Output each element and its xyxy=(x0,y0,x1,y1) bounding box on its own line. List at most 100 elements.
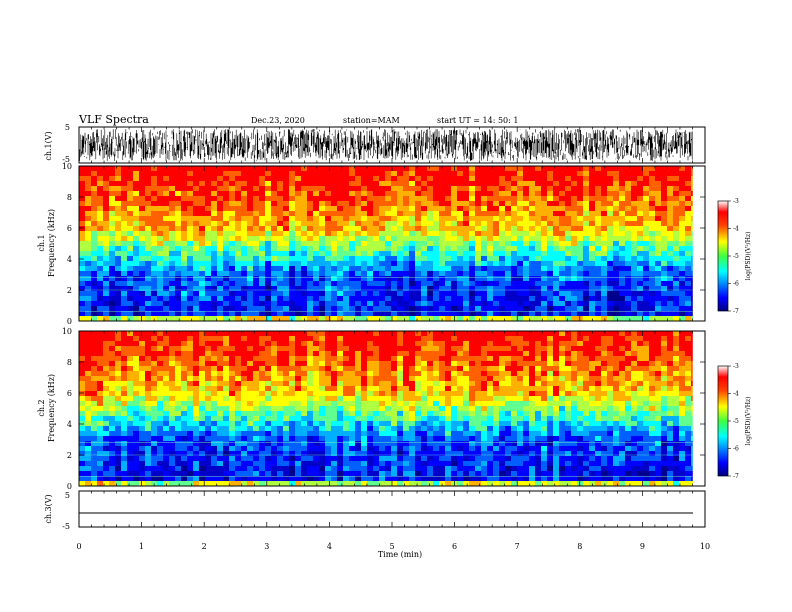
spectrogram-cell xyxy=(421,246,428,252)
spectrogram-cell xyxy=(463,166,470,172)
spectrogram-cell xyxy=(343,221,350,227)
spectrogram-cell xyxy=(169,416,176,422)
spectrogram-cell xyxy=(235,301,242,307)
spectrogram-cell xyxy=(505,216,512,222)
spectrogram-cell xyxy=(499,211,506,217)
spectrogram-cell xyxy=(355,246,362,252)
spectrogram-cell xyxy=(547,231,554,237)
spectrogram-cell xyxy=(319,361,326,367)
spectrogram-cell xyxy=(265,406,272,412)
spectrogram-cell xyxy=(211,301,218,307)
spectrogram-cell xyxy=(379,166,386,172)
spectrogram-cell xyxy=(349,401,356,407)
spectrogram-cell xyxy=(397,316,404,322)
spectrogram-cell xyxy=(445,236,452,242)
spectrogram-cell xyxy=(253,301,260,307)
spectrogram-cell xyxy=(451,271,458,277)
spectrogram-cell xyxy=(355,166,362,172)
spectrogram-cell xyxy=(193,216,200,222)
spectrogram-cell xyxy=(289,461,296,467)
spectrogram-cell xyxy=(241,366,248,372)
spectrogram-cell xyxy=(517,171,524,177)
spectrogram-cell xyxy=(403,451,410,457)
spectrogram-cell xyxy=(205,181,212,187)
spectrogram-cell xyxy=(241,196,248,202)
spectrogram-cell xyxy=(511,211,518,217)
spectrogram-cell xyxy=(679,171,686,177)
spectrogram-cell xyxy=(235,441,242,447)
spectrogram-cell xyxy=(361,436,368,442)
spectrogram-cell xyxy=(493,236,500,242)
spectrogram-cell xyxy=(607,186,614,192)
spectrogram-cell xyxy=(247,291,254,297)
spectrogram-cell xyxy=(523,181,530,187)
spectrogram-cell xyxy=(181,236,188,242)
spectrogram-cell xyxy=(151,461,158,467)
spectrogram-cell xyxy=(325,411,332,417)
spectrogram-cell xyxy=(679,311,686,317)
spectrogram-cell xyxy=(283,231,290,237)
spectrogram-cell xyxy=(679,256,686,262)
spectrogram-cell xyxy=(145,231,152,237)
spectrogram-cell xyxy=(115,296,122,302)
spectrogram-cell xyxy=(217,406,224,412)
spectrogram-cell xyxy=(325,246,332,252)
spectrogram-cell xyxy=(97,251,104,257)
spectrogram-cell xyxy=(499,296,506,302)
spectrogram-cell xyxy=(349,201,356,207)
spectrogram-cell xyxy=(103,241,110,247)
spectrogram-cell xyxy=(613,181,620,187)
spectrogram-cell xyxy=(115,261,122,267)
spectrogram-cell xyxy=(487,281,494,287)
spectrogram-cell xyxy=(91,211,98,217)
spectrogram-cell xyxy=(403,246,410,252)
spectrogram-cell xyxy=(127,171,134,177)
spectrogram-cell xyxy=(187,201,194,207)
spectrogram-cell xyxy=(523,251,530,257)
spectrogram-cell xyxy=(409,346,416,352)
spectrogram-cell xyxy=(373,386,380,392)
spectrogram-cell xyxy=(373,471,380,477)
spectrogram-cell xyxy=(427,311,434,317)
spectrogram-cell xyxy=(157,236,164,242)
spectrogram-cell xyxy=(559,241,566,247)
spectrogram-cell xyxy=(499,241,506,247)
spectrogram-cell xyxy=(379,386,386,392)
spectrogram-cell xyxy=(367,281,374,287)
spectrogram-cell xyxy=(289,286,296,292)
spectrogram-cell xyxy=(649,166,656,172)
spectrogram-cell xyxy=(277,201,284,207)
spectrogram-cell xyxy=(265,396,272,402)
spectrogram-cell xyxy=(601,221,608,227)
spectrogram-cell xyxy=(193,276,200,282)
spectrogram-cell xyxy=(241,481,248,487)
spectrogram-cell xyxy=(85,426,92,432)
spectrogram-cell xyxy=(595,301,602,307)
spectrogram-cell xyxy=(367,471,374,477)
spectrogram-cell xyxy=(613,296,620,302)
spectrogram-cell xyxy=(517,181,524,187)
spectrogram-cell xyxy=(199,316,206,322)
spectrogram-cell xyxy=(217,461,224,467)
spectrogram-cell xyxy=(79,406,86,412)
ch1-ytick-bottom: -5 xyxy=(62,155,70,164)
spectrogram-cell xyxy=(349,301,356,307)
spectrogram-cell xyxy=(133,271,140,277)
spectrogram-cell xyxy=(415,196,422,202)
spectrogram-cell xyxy=(379,316,386,322)
spectrogram-cell xyxy=(97,186,104,192)
spectrogram-cell xyxy=(331,286,338,292)
spectrogram-cell xyxy=(409,191,416,197)
spectrogram-cell xyxy=(97,286,104,292)
spectrogram-cell xyxy=(361,416,368,422)
spectrogram-cell xyxy=(331,166,338,172)
spectrogram-cell xyxy=(127,351,134,357)
spectrogram-cell xyxy=(655,251,662,257)
spectrogram-cell xyxy=(439,276,446,282)
spectrogram-cell xyxy=(97,361,104,367)
spectrogram-cell xyxy=(247,401,254,407)
spectrogram-cell xyxy=(685,226,692,232)
spectrogram-cell xyxy=(319,336,326,342)
spectrogram-cell xyxy=(235,181,242,187)
spectrogram-cell xyxy=(175,471,182,477)
